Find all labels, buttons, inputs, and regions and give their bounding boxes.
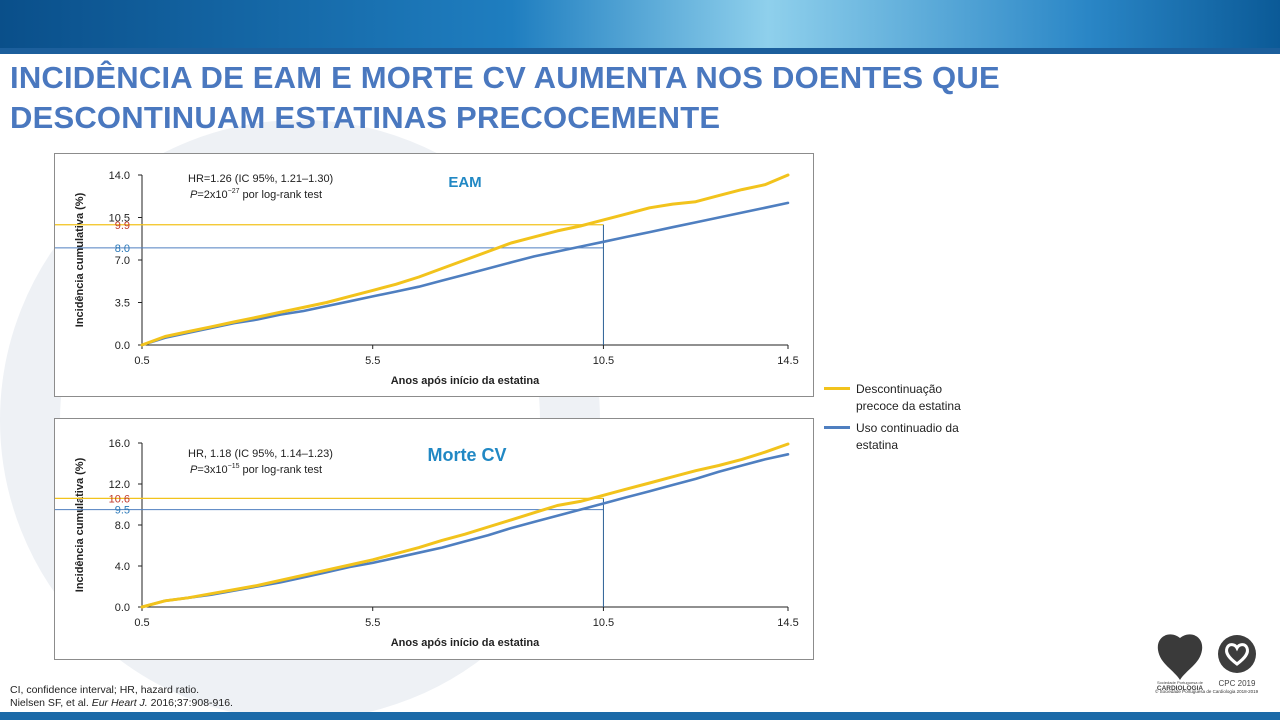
y-axis-label: Incidência cumulativa (%) bbox=[74, 457, 86, 592]
reference-authors: Nielsen SF, et al. bbox=[10, 697, 92, 709]
p-value-exponent: −27 bbox=[228, 188, 240, 195]
footer-bar bbox=[0, 712, 1280, 720]
p-value-annotation: P=3x10−15 por log-rank test bbox=[190, 463, 322, 476]
header-stripe bbox=[0, 48, 1280, 54]
p-value-base: =3x10 bbox=[197, 464, 227, 476]
ref-label-continued: 8.0 bbox=[115, 243, 130, 255]
x-axis-label: Anos após início da estatina bbox=[391, 637, 540, 649]
p-value-tail: por log-rank test bbox=[240, 464, 323, 476]
p-value-symbol: P bbox=[190, 189, 198, 201]
p-value-tail: por log-rank test bbox=[240, 189, 323, 201]
p-value-annotation: P=2x10−27 por log-rank test bbox=[190, 188, 322, 201]
chart-title: Morte CV bbox=[427, 445, 506, 465]
x-tick-label: 14.5 bbox=[777, 355, 798, 367]
chart-eam: 0.0 3.5 7.0 10.5 14.0 0.5 5.5 10.5 14.5 Anos após… bbox=[55, 170, 799, 387]
x-tick-label: 10.5 bbox=[593, 355, 614, 367]
logo-caption: © Sociedade Portuguesa de Cardiologia 20… bbox=[1155, 689, 1259, 694]
y-tick-label: 0.0 bbox=[115, 602, 130, 614]
x-tick-label: 5.5 bbox=[365, 617, 380, 629]
footnote: CI, confidence interval; HR, hazard rati… bbox=[10, 684, 233, 710]
y-tick-label: 0.0 bbox=[115, 340, 130, 352]
x-tick-label: 0.5 bbox=[134, 355, 149, 367]
chart-panel-eam: 0.0 3.5 7.0 10.5 14.0 0.5 5.5 10.5 14.5 Anos após… bbox=[54, 153, 814, 397]
slide-title-line-2: DESCONTINUAM ESTATINAS PRECOCEMENTE bbox=[10, 100, 721, 135]
reference-details: 2016;37:908-916. bbox=[147, 697, 233, 709]
legend-label-continued: Uso continuadio da estatina bbox=[856, 421, 959, 452]
p-value-base: =2x10 bbox=[197, 189, 227, 201]
y-tick-label: 4.0 bbox=[115, 561, 130, 573]
hr-annotation: HR, 1.18 (IC 95%, 1.14–1.23) bbox=[188, 448, 333, 460]
x-tick-label: 5.5 bbox=[365, 355, 380, 367]
ref-label-discontinued: 9.9 bbox=[115, 220, 130, 232]
legend-swatch-discontinued bbox=[824, 387, 850, 390]
chart-title: EAM bbox=[448, 174, 481, 191]
ref-label-discontinued: 10.6 bbox=[109, 493, 130, 505]
spc-logo-text-2: CARDIOLOGIA bbox=[1157, 685, 1204, 692]
series-line-discontinued bbox=[140, 173, 790, 347]
y-tick-label: 7.0 bbox=[115, 255, 130, 267]
y-axis-label: Incidência cumulativa (%) bbox=[74, 192, 86, 327]
y-tick-label: 16.0 bbox=[109, 438, 130, 450]
y-tick-label: 10.5 bbox=[109, 213, 130, 225]
x-tick-label: 0.5 bbox=[134, 617, 149, 629]
y-tick-label: 12.0 bbox=[109, 479, 130, 491]
spc-logo: Sociedade Portuguesa de CARDIOLOGIA bbox=[1157, 634, 1204, 692]
legend-item-discontinued: Descontinuação precoce da estatina bbox=[824, 381, 984, 415]
cpc-logo-text: CPC 2019 bbox=[1219, 679, 1256, 688]
p-value-exponent: −15 bbox=[228, 463, 240, 470]
hr-annotation: HR=1.26 (IC 95%, 1.21–1.30) bbox=[188, 173, 333, 185]
legend-item-continued: Uso continuadio da estatina bbox=[824, 420, 984, 454]
chart-morte-cv: 0.0 4.0 8.0 12.0 16.0 0.5 5.5 10.5 14.5 Anos após… bbox=[55, 438, 799, 649]
p-value-symbol: P bbox=[190, 464, 198, 476]
spc-logo-text-1: Sociedade Portuguesa de bbox=[1157, 680, 1204, 685]
x-tick-label: 10.5 bbox=[593, 617, 614, 629]
chart-legend: Descontinuação precoce da estatina Uso c… bbox=[824, 381, 984, 459]
y-tick-label: 8.0 bbox=[115, 520, 130, 532]
footnote-abbreviations: CI, confidence interval; HR, hazard rati… bbox=[10, 684, 200, 696]
series-line-continued bbox=[140, 452, 790, 609]
series-line-discontinued bbox=[140, 442, 790, 609]
slide-title-line-1: INCIDÊNCIA DE EAM E MORTE CV AUMENTA NOS… bbox=[10, 60, 1000, 95]
y-tick-label: 3.5 bbox=[115, 298, 130, 310]
chart-panel-morte-cv: 0.0 4.0 8.0 12.0 16.0 0.5 5.5 10.5 14.5 Anos após… bbox=[54, 418, 814, 660]
legend-swatch-continued bbox=[824, 426, 850, 429]
x-axis-label: Anos após início da estatina bbox=[391, 375, 540, 387]
cpc-logo: CPC 2019 bbox=[1218, 635, 1256, 688]
header-banner bbox=[0, 0, 1280, 52]
legend-label-discontinued: Descontinuação precoce da estatina bbox=[856, 382, 961, 413]
slide-title: INCIDÊNCIA DE EAM E MORTE CV AUMENTA NOS… bbox=[10, 58, 1170, 138]
ref-label-continued: 9.5 bbox=[115, 505, 130, 517]
footnote-reference: Nielsen SF, et al. Eur Heart J. 2016;37:… bbox=[10, 697, 233, 710]
x-tick-label: 14.5 bbox=[777, 617, 798, 629]
reference-journal: Eur Heart J. bbox=[91, 697, 148, 709]
y-tick-label: 14.0 bbox=[109, 170, 130, 182]
series-line-continued bbox=[140, 201, 790, 347]
